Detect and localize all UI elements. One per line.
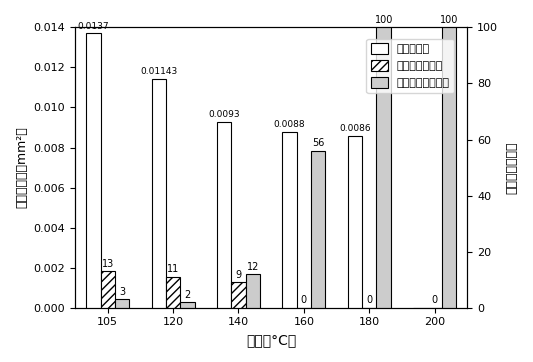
- Bar: [348, 135, 362, 308]
- Text: 11: 11: [167, 265, 179, 274]
- Legend: 微塑料面积, 微塑料变短数量, 不明炭黑增加数量: 微塑料面积, 微塑料变短数量, 不明炭黑增加数量: [367, 38, 454, 93]
- Bar: [376, 28, 391, 308]
- Text: 100: 100: [375, 15, 393, 25]
- Bar: [86, 33, 101, 308]
- Text: 12: 12: [247, 262, 259, 272]
- Bar: [101, 271, 115, 308]
- Text: 0.0093: 0.0093: [208, 110, 240, 119]
- Text: 9: 9: [236, 270, 241, 280]
- Text: 0: 0: [301, 295, 307, 305]
- Bar: [115, 299, 130, 308]
- Bar: [282, 131, 297, 308]
- Text: 56: 56: [312, 138, 325, 148]
- Bar: [166, 277, 180, 308]
- Text: 100: 100: [440, 15, 458, 25]
- Text: 0.0088: 0.0088: [273, 120, 305, 129]
- Text: 13: 13: [102, 259, 114, 269]
- Bar: [180, 302, 195, 308]
- Text: 0: 0: [432, 295, 438, 305]
- X-axis label: 温度（°C）: 温度（°C）: [246, 333, 296, 347]
- Y-axis label: （个）重塑料个: （个）重塑料个: [505, 141, 518, 194]
- Bar: [217, 122, 231, 308]
- Text: 0.0086: 0.0086: [339, 124, 370, 133]
- Text: 0.01143: 0.01143: [140, 67, 177, 76]
- Bar: [246, 274, 260, 308]
- Bar: [231, 282, 246, 308]
- Text: 2: 2: [184, 290, 191, 300]
- Bar: [151, 79, 166, 308]
- Text: 3: 3: [119, 287, 125, 297]
- Bar: [442, 28, 456, 308]
- Text: 0: 0: [366, 295, 373, 305]
- Text: 0.0137: 0.0137: [77, 22, 109, 31]
- Y-axis label: 微塑料面积（mm²）: 微塑料面积（mm²）: [15, 127, 28, 209]
- Bar: [311, 151, 326, 308]
